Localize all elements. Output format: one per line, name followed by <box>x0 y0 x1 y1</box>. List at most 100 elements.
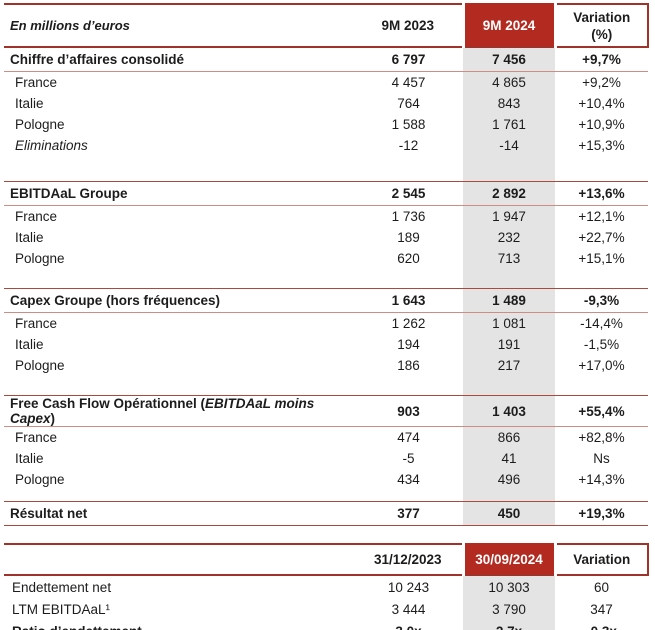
value-9m2024: 191 <box>463 334 555 355</box>
value-9m2023: 377 <box>354 501 463 526</box>
value-variation: Ns <box>593 451 610 466</box>
value-9m2023: 1 262 <box>391 316 426 331</box>
spacer-row <box>4 376 648 396</box>
sub-row-pologne: Pologne 1 588 1 761 +10,9% <box>4 114 648 135</box>
sub-row-italie: Italie 764 843 +10,4% <box>4 93 648 114</box>
value-9m2024: 1 489 <box>463 288 555 313</box>
value-9m2023: 2 545 <box>354 181 463 206</box>
row-label: Italie <box>15 96 44 111</box>
value-9m2024: 450 <box>463 501 555 526</box>
sub-row-italie: Italie 194 191 -1,5% <box>4 334 648 355</box>
row-label: France <box>15 209 58 224</box>
value-9m2024: 843 <box>463 93 555 114</box>
value-9m2023: 6 797 <box>354 46 463 72</box>
row-label: Endettement net <box>12 579 112 595</box>
row-label: Ratio d’endettement <box>4 620 354 630</box>
sub-row-france: France 474 866 +82,8% <box>4 426 648 448</box>
value-variation: 60 <box>593 579 610 595</box>
value-9m2024: 41 <box>463 448 555 469</box>
value-9m2024: 1 081 <box>463 312 555 334</box>
value-9m2023: -5 <box>402 451 415 466</box>
value-30-09-2024: 2.7x <box>463 620 555 630</box>
row-label: France <box>15 75 58 90</box>
value-variation: -1,5% <box>583 337 620 352</box>
sub-row-france: France 1 736 1 947 +12,1% <box>4 205 648 227</box>
variation-label-line2: (%) <box>591 26 613 42</box>
section-row-ebitdaal: EBITDAaL Groupe 2 545 2 892 +13,6% <box>4 181 648 206</box>
value-variation: +10,9% <box>578 117 625 132</box>
sub-row-italie: Italie -5 41 Ns <box>4 448 648 469</box>
value-9m2023: 474 <box>397 430 420 445</box>
value-9m2024: 1 761 <box>463 114 555 135</box>
column-header-9m2024: 9M 2024 <box>461 3 557 48</box>
row-label: France <box>15 316 58 331</box>
row-endettement-net: Endettement net 10 243 10 303 60 <box>4 575 648 598</box>
value-31-12-2023: 3 444 <box>391 601 426 617</box>
value-9m2024: 713 <box>463 248 555 269</box>
section-row-capex: Capex Groupe (hors fréquences) 1 643 1 4… <box>4 288 648 313</box>
spacer-row <box>4 269 648 289</box>
value-variation: 347 <box>590 601 613 617</box>
net-debt-table: 31/12/2023 30/09/2024 Variation Endettem… <box>4 543 649 630</box>
variation-label-line1: Variation <box>573 9 631 25</box>
row-label: LTM EBITDAaL¹ <box>12 601 111 617</box>
column-header-31-12-2023: 31/12/2023 <box>354 543 463 576</box>
column-header-9m2023: 9M 2023 <box>354 3 463 48</box>
value-9m2023: 620 <box>397 251 420 266</box>
value-variation: +82,8% <box>578 430 625 445</box>
value-9m2024: 1 947 <box>463 205 555 227</box>
row-label: Italie <box>15 230 44 245</box>
section-row-resultat-net: Résultat net 377 450 +19,3% <box>4 501 648 526</box>
section-row-chiffre-affaires: Chiffre d’affaires consolidé 6 797 7 456… <box>4 46 648 72</box>
row-label: Free Cash Flow Opérationnel (EBITDAaL mo… <box>4 395 354 427</box>
value-variation: +14,3% <box>578 472 625 487</box>
row-label: Capex Groupe (hors fréquences) <box>4 288 354 313</box>
unit-label: En millions d’euros <box>4 3 354 48</box>
value-30-09-2024: 10 303 <box>463 575 555 598</box>
row-ratio-endettement: Ratio d’endettement 3.0x 2.7x -0.3x <box>4 620 648 630</box>
row-label: Pologne <box>15 358 65 373</box>
value-variation: +55,4% <box>555 395 648 427</box>
row-label: Chiffre d’affaires consolidé <box>4 46 354 72</box>
value-variation: +10,4% <box>578 96 625 111</box>
value-30-09-2024: 3 790 <box>463 598 555 620</box>
value-9m2023: 1 736 <box>391 209 426 224</box>
value-9m2023: -12 <box>398 138 419 153</box>
value-9m2024: 232 <box>463 227 555 248</box>
value-variation: +17,0% <box>578 358 625 373</box>
column-header-variation: Variation <box>555 543 649 576</box>
value-31-12-2023: 3.0x <box>354 620 463 630</box>
row-label: Pologne <box>15 472 65 487</box>
value-9m2024: -14 <box>463 135 555 156</box>
value-variation: +9,2% <box>582 75 621 90</box>
empty-header-cell <box>4 543 354 576</box>
row-label: Italie <box>15 337 44 352</box>
spacer-row <box>4 490 648 502</box>
row-label: Pologne <box>15 251 65 266</box>
table2-header-row: 31/12/2023 30/09/2024 Variation <box>4 543 649 576</box>
value-31-12-2023: 10 243 <box>387 579 430 595</box>
value-9m2023: 1 588 <box>391 117 426 132</box>
sub-row-eliminations: Eliminations -12 -14 +15,3% <box>4 135 648 156</box>
sub-row-pologne: Pologne 434 496 +14,3% <box>4 469 648 490</box>
value-variation: -9,3% <box>555 288 648 313</box>
sub-row-italie: Italie 189 232 +22,7% <box>4 227 648 248</box>
sub-row-france: France 1 262 1 081 -14,4% <box>4 312 648 334</box>
row-label: Italie <box>15 451 44 466</box>
value-variation: +15,3% <box>578 138 625 153</box>
column-header-30-09-2024: 30/09/2024 <box>461 543 557 576</box>
value-9m2024: 7 456 <box>463 46 555 72</box>
row-label: Résultat net <box>4 501 354 526</box>
value-9m2024: 866 <box>463 426 555 448</box>
value-9m2023: 189 <box>397 230 420 245</box>
row-label: France <box>15 430 58 445</box>
row-label: EBITDAaL Groupe <box>4 181 354 206</box>
value-9m2024: 496 <box>463 469 555 490</box>
value-variation: -14,4% <box>580 316 623 331</box>
value-variation: +9,7% <box>555 46 648 72</box>
value-9m2023: 903 <box>354 395 463 427</box>
value-9m2023: 194 <box>397 337 420 352</box>
row-label: Eliminations <box>15 138 88 153</box>
row-ltm-ebitdaal: LTM EBITDAaL¹ 3 444 3 790 347 <box>4 598 648 620</box>
value-variation: -0.3x <box>555 620 648 630</box>
